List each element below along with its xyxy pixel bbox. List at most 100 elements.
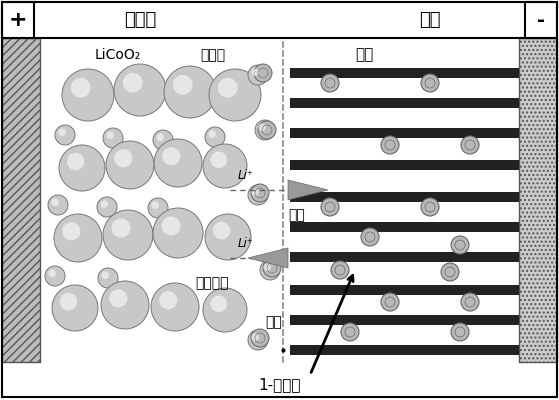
Bar — [290, 285, 519, 295]
Circle shape — [173, 75, 193, 95]
Circle shape — [213, 222, 230, 239]
Circle shape — [252, 68, 259, 76]
Circle shape — [248, 185, 268, 205]
Bar — [290, 160, 519, 170]
Circle shape — [60, 293, 77, 310]
Circle shape — [162, 147, 181, 166]
Text: 电解质: 电解质 — [200, 48, 225, 62]
Circle shape — [421, 198, 439, 216]
Circle shape — [98, 268, 118, 288]
Circle shape — [331, 261, 349, 279]
Text: 反向输运: 反向输运 — [195, 276, 229, 290]
Circle shape — [461, 136, 479, 154]
Circle shape — [209, 69, 261, 121]
Bar — [290, 252, 519, 262]
Circle shape — [258, 121, 276, 139]
Circle shape — [157, 133, 164, 141]
Circle shape — [263, 259, 281, 277]
Circle shape — [151, 201, 159, 209]
Circle shape — [263, 263, 271, 271]
Circle shape — [218, 78, 238, 98]
Circle shape — [123, 73, 143, 93]
Circle shape — [421, 74, 439, 92]
Circle shape — [114, 64, 166, 116]
Text: 阳极: 阳极 — [419, 11, 440, 29]
Circle shape — [162, 216, 181, 236]
Circle shape — [151, 283, 199, 331]
Circle shape — [103, 128, 123, 148]
Circle shape — [97, 197, 117, 217]
Circle shape — [55, 125, 75, 145]
Text: Li⁺: Li⁺ — [238, 169, 254, 182]
Circle shape — [54, 214, 102, 262]
Polygon shape — [288, 180, 328, 200]
Bar — [2, 2, 34, 38]
Circle shape — [361, 228, 379, 246]
Text: Li⁺: Li⁺ — [238, 237, 254, 250]
Circle shape — [211, 152, 227, 168]
Circle shape — [45, 266, 65, 286]
Circle shape — [211, 296, 227, 312]
Bar — [290, 222, 519, 232]
Circle shape — [51, 198, 59, 206]
Circle shape — [109, 289, 127, 307]
Circle shape — [153, 130, 173, 150]
Text: +: + — [9, 10, 27, 30]
Bar — [2, 38, 557, 362]
Circle shape — [381, 293, 399, 311]
Circle shape — [248, 330, 268, 350]
Circle shape — [252, 188, 259, 196]
Circle shape — [159, 291, 177, 310]
Circle shape — [101, 200, 108, 208]
Circle shape — [164, 66, 216, 118]
Bar — [525, 2, 557, 38]
Circle shape — [341, 323, 359, 341]
Bar — [2, 2, 557, 38]
Text: 输运: 输运 — [288, 208, 305, 222]
Circle shape — [205, 214, 251, 260]
Circle shape — [52, 285, 98, 331]
Circle shape — [451, 323, 469, 341]
Bar — [290, 128, 519, 138]
Text: 还原极: 还原极 — [124, 11, 156, 29]
Circle shape — [461, 293, 479, 311]
Circle shape — [48, 195, 68, 215]
Circle shape — [148, 198, 168, 218]
Text: 隔膜: 隔膜 — [265, 315, 282, 329]
Circle shape — [205, 127, 225, 147]
Circle shape — [254, 64, 272, 82]
Circle shape — [252, 333, 259, 341]
Bar — [290, 345, 519, 355]
Circle shape — [106, 131, 114, 139]
Bar — [290, 98, 519, 108]
Circle shape — [101, 281, 149, 329]
Text: 石墨: 石墨 — [355, 48, 373, 62]
Circle shape — [248, 65, 268, 85]
Circle shape — [251, 329, 269, 347]
Circle shape — [251, 184, 269, 202]
Circle shape — [101, 271, 109, 279]
Circle shape — [154, 139, 202, 187]
Polygon shape — [248, 248, 288, 268]
Text: 1-锂离子: 1-锂离子 — [259, 378, 301, 392]
Bar — [290, 68, 519, 78]
Circle shape — [58, 128, 66, 136]
Circle shape — [153, 208, 203, 258]
Circle shape — [71, 78, 91, 98]
Text: LiCoO₂: LiCoO₂ — [95, 48, 141, 62]
Circle shape — [255, 120, 275, 140]
Circle shape — [62, 69, 114, 121]
Circle shape — [203, 144, 247, 188]
Bar — [290, 315, 519, 325]
Bar — [2, 38, 40, 362]
Circle shape — [441, 263, 459, 281]
Circle shape — [260, 260, 280, 280]
Circle shape — [103, 210, 153, 260]
Circle shape — [203, 288, 247, 332]
Circle shape — [67, 153, 84, 170]
Bar — [290, 192, 519, 202]
Circle shape — [258, 123, 266, 131]
Bar — [519, 38, 557, 362]
Circle shape — [321, 74, 339, 92]
Circle shape — [321, 198, 339, 216]
